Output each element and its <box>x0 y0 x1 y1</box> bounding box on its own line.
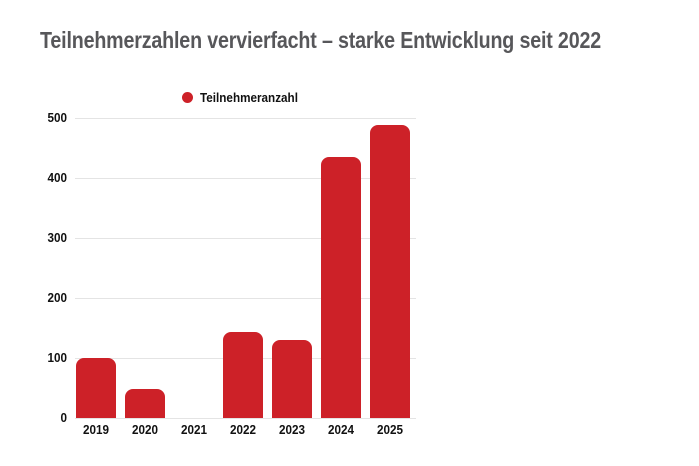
x-tick-label-2023: 2023 <box>278 422 305 437</box>
bar-2025 <box>369 125 410 418</box>
y-tick-label-0: 0 <box>60 410 67 425</box>
legend-marker-icon <box>182 92 193 103</box>
bar-2023 <box>271 340 312 418</box>
x-tick-label-2025: 2025 <box>376 422 403 437</box>
x-tick-label-2022: 2022 <box>229 422 256 437</box>
x-tick-label-2021: 2021 <box>180 422 207 437</box>
x-tick-label-2020: 2020 <box>131 422 158 437</box>
gridline-200 <box>75 297 416 299</box>
legend: Teilnehmeranzahl <box>182 90 309 105</box>
y-tick-label-300: 300 <box>47 230 67 245</box>
gridline-0 <box>75 417 416 419</box>
plot-area <box>75 117 416 419</box>
bar-2019 <box>75 358 116 418</box>
gridline-400 <box>75 177 416 179</box>
legend-label: Teilnehmeranzahl <box>200 90 298 105</box>
bar-2020 <box>124 389 165 418</box>
x-tick-label-2024: 2024 <box>327 422 354 437</box>
gridline-300 <box>75 237 416 239</box>
y-tick-label-400: 400 <box>47 170 67 185</box>
y-tick-label-500: 500 <box>47 110 67 125</box>
y-tick-label-100: 100 <box>47 350 67 365</box>
x-tick-label-2019: 2019 <box>82 422 109 437</box>
bar-2022 <box>222 332 263 418</box>
bar-2024 <box>320 157 361 418</box>
gridline-500 <box>75 117 416 119</box>
y-tick-label-200: 200 <box>47 290 67 305</box>
chart-title: Teilnehmerzahlen vervierfacht – starke E… <box>40 27 602 53</box>
